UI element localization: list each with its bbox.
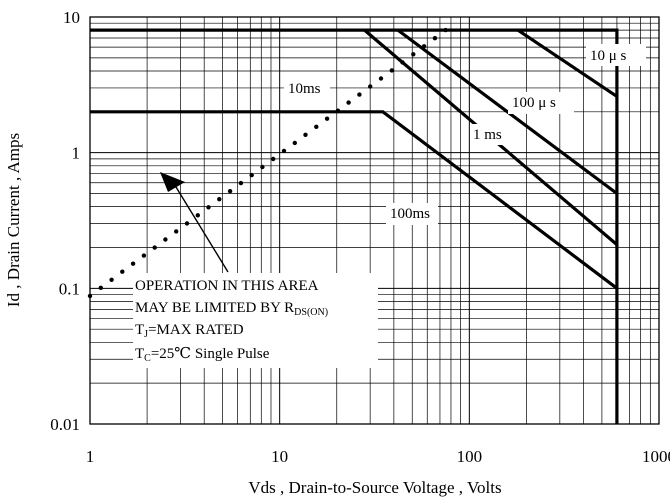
- label-bg-10us: [586, 44, 646, 66]
- curve-label-10us: 10 μ s: [590, 48, 627, 64]
- rds-limit-dot: [378, 76, 384, 81]
- soa-curve-3: [396, 28, 618, 195]
- rds-limit-dot: [335, 108, 341, 113]
- annotation-line-3: TJ=MAX RATED: [135, 322, 244, 340]
- annotation-line-4: TC=25℃ Single Pulse: [135, 346, 270, 364]
- rds-limit-dot: [141, 253, 147, 258]
- rds-limit-dot: [249, 172, 254, 178]
- rds-limit-dot: [432, 36, 438, 41]
- rds-limit-dot: [195, 213, 200, 218]
- curve-label-1ms: 1 ms: [473, 127, 502, 143]
- rds-limit-dot: [217, 197, 222, 202]
- soa-curve-5: [90, 110, 618, 290]
- rds-limit-line: [87, 27, 448, 299]
- rds-limit-dot: [411, 52, 416, 57]
- curve-label-100ms: 100ms: [390, 206, 430, 222]
- rds-limit-dot: [346, 100, 351, 105]
- annotation-line-2: MAY BE LIMITED BY RDS(ON): [135, 300, 328, 318]
- rds-limit-dot: [206, 205, 211, 210]
- rds-limit-dot: [368, 84, 373, 89]
- soa-curve-2: [516, 28, 618, 98]
- plot-frame: [89, 16, 660, 425]
- rds-limit-dot: [174, 229, 179, 234]
- x-axis-label: Vds , Drain-to-Source Voltage , Volts: [248, 478, 501, 497]
- rds-limit-dot: [389, 68, 394, 73]
- y-axis-label: Id , Drain Current , Amps: [4, 133, 23, 307]
- rds-limit-dot: [357, 92, 362, 97]
- rds-limit-dot: [130, 261, 136, 266]
- rds-limit-dot: [400, 60, 405, 65]
- rds-limit-dot: [98, 285, 104, 290]
- curve-label-100us: 100 μ s: [512, 95, 556, 111]
- rds-limit-dot: [271, 156, 276, 162]
- rds-limit-dot: [260, 164, 265, 170]
- curve-label-10ms: 10ms: [288, 81, 321, 97]
- rds-limit-dot: [443, 27, 448, 33]
- rds-limit-dot: [324, 116, 330, 121]
- x-tick-label: 10: [271, 447, 288, 466]
- rds-limit-dot: [421, 44, 427, 49]
- label-bg-100us: [508, 92, 574, 114]
- y-tick-label: 0.01: [50, 415, 80, 434]
- y-tick-label: 0.1: [59, 279, 80, 298]
- x-tick-label: 100: [457, 447, 483, 466]
- rds-limit-dot: [109, 277, 114, 282]
- rds-limit-dot: [227, 189, 233, 194]
- soa-curve-1: [90, 28, 619, 424]
- y-tick-label: 10: [63, 8, 80, 27]
- y-tick-label: 1: [72, 144, 81, 163]
- rds-limit-dot: [314, 124, 319, 129]
- label-bg-1ms: [471, 124, 511, 145]
- rds-limit-dot: [303, 132, 308, 137]
- rds-limit-dot: [281, 148, 287, 154]
- annotation-arrow-head: [160, 172, 185, 192]
- y-tick-labels: 0.01 0.1 1 10: [50, 8, 80, 434]
- x-tick-label: 1: [86, 447, 95, 466]
- label-bg-10ms: [284, 78, 330, 99]
- rds-limit-dot: [238, 180, 244, 186]
- annotation-line-1: OPERATION IN THIS AREA: [135, 278, 319, 294]
- label-bg-100ms: [386, 203, 438, 225]
- rds-limit-dot: [152, 245, 157, 250]
- rds-limit-dot: [292, 140, 297, 146]
- annotation-arrow-shaft: [175, 186, 229, 273]
- rds-limit-dot: [184, 221, 190, 226]
- rds-limit-dot: [163, 237, 168, 242]
- annotation-bg: [133, 273, 378, 368]
- rds-limit-dot: [120, 269, 125, 274]
